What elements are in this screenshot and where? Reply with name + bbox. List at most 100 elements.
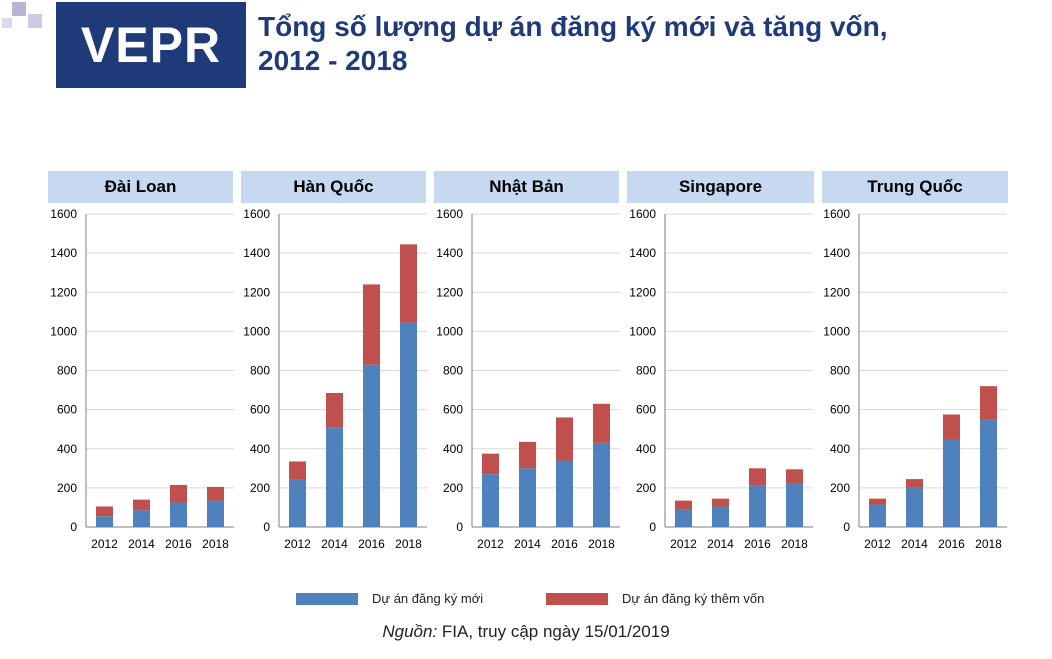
y-tick-label: 800 bbox=[636, 364, 656, 378]
y-tick-label: 400 bbox=[250, 442, 270, 456]
y-tick-label: 600 bbox=[636, 403, 656, 417]
bar-added bbox=[363, 284, 380, 365]
panel-header-4: Trung Quốc bbox=[822, 171, 1008, 203]
bar-added bbox=[906, 479, 923, 488]
bar-new bbox=[400, 322, 417, 527]
y-tick-label: 200 bbox=[636, 481, 656, 495]
y-tick-label: 400 bbox=[443, 442, 463, 456]
bar-added bbox=[482, 453, 499, 475]
y-tick-label: 600 bbox=[57, 403, 77, 417]
page-title: Tổng số lượng dự án đăng ký mới và tăng … bbox=[258, 10, 1038, 78]
bar-added bbox=[96, 506, 113, 517]
y-tick-label: 600 bbox=[443, 403, 463, 417]
y-tick-label: 1600 bbox=[243, 207, 270, 221]
title-line-2: 2012 - 2018 bbox=[258, 45, 408, 76]
decor-square bbox=[28, 14, 42, 28]
x-tick-label: 2014 bbox=[707, 537, 734, 551]
bar-added bbox=[170, 484, 187, 503]
y-tick-label: 1600 bbox=[50, 207, 77, 221]
x-tick-label: 2014 bbox=[901, 537, 928, 551]
bar-new bbox=[712, 506, 729, 527]
y-tick-label: 800 bbox=[443, 364, 463, 378]
bar-new bbox=[482, 474, 499, 527]
bar-new bbox=[207, 500, 224, 527]
y-tick-label: 400 bbox=[830, 442, 850, 456]
x-tick-label: 2018 bbox=[202, 537, 229, 551]
panel-header-1: Hàn Quốc bbox=[241, 171, 426, 203]
y-tick-label: 1600 bbox=[436, 207, 463, 221]
y-tick-label: 800 bbox=[57, 364, 77, 378]
bar-added bbox=[675, 500, 692, 510]
y-tick-label: 1400 bbox=[436, 246, 463, 260]
y-tick-label: 1000 bbox=[243, 324, 270, 338]
bar-added bbox=[786, 469, 803, 483]
x-tick-label: 2012 bbox=[91, 537, 118, 551]
title-line-1: Tổng số lượng dự án đăng ký mới và tăng … bbox=[258, 11, 888, 42]
y-tick-label: 200 bbox=[250, 481, 270, 495]
bar-new bbox=[133, 510, 150, 527]
y-tick-label: 0 bbox=[649, 520, 656, 534]
x-tick-label: 2018 bbox=[588, 537, 615, 551]
x-tick-label: 2018 bbox=[975, 537, 1002, 551]
bar-new bbox=[749, 485, 766, 527]
bar-added bbox=[869, 498, 886, 505]
legend-swatch-new bbox=[296, 592, 358, 605]
source-text: FIA, truy cập ngày 15/01/2019 bbox=[437, 622, 670, 641]
y-tick-label: 1600 bbox=[823, 207, 850, 221]
bar-added bbox=[980, 386, 997, 420]
bar-added bbox=[749, 468, 766, 486]
y-tick-label: 400 bbox=[57, 442, 77, 456]
bar-new bbox=[170, 502, 187, 527]
y-tick-label: 1600 bbox=[629, 207, 656, 221]
y-tick-label: 200 bbox=[443, 481, 463, 495]
legend-new: Dự án đăng ký mới bbox=[296, 591, 483, 606]
bar-new bbox=[556, 460, 573, 527]
y-tick-label: 1200 bbox=[436, 285, 463, 299]
y-tick-label: 1000 bbox=[629, 324, 656, 338]
panel-header-2: Nhật Bản bbox=[434, 171, 619, 203]
decor-square bbox=[12, 2, 26, 16]
legend-added: Dự án đăng ký thêm vốn bbox=[546, 591, 764, 606]
y-tick-label: 1200 bbox=[823, 285, 850, 299]
y-tick-label: 1000 bbox=[50, 324, 77, 338]
bar-new bbox=[363, 364, 380, 527]
y-tick-label: 200 bbox=[57, 481, 77, 495]
source-label: Nguồn: bbox=[382, 622, 438, 641]
source-note: Nguồn: FIA, truy cập ngày 15/01/2019 bbox=[0, 622, 1052, 642]
y-tick-label: 1200 bbox=[629, 285, 656, 299]
x-tick-label: 2012 bbox=[477, 537, 504, 551]
bar-added bbox=[593, 403, 610, 443]
x-tick-label: 2014 bbox=[321, 537, 348, 551]
bar-added bbox=[207, 486, 224, 501]
legend-label-added: Dự án đăng ký thêm vốn bbox=[622, 591, 765, 606]
bar-new bbox=[289, 479, 306, 527]
bar-new bbox=[943, 439, 960, 527]
x-tick-label: 2012 bbox=[670, 537, 697, 551]
y-tick-label: 0 bbox=[70, 520, 77, 534]
y-tick-label: 1200 bbox=[50, 285, 77, 299]
decor-square bbox=[2, 18, 12, 28]
y-tick-label: 1200 bbox=[243, 285, 270, 299]
bar-new bbox=[980, 419, 997, 527]
bar-new bbox=[96, 516, 113, 527]
bar-added bbox=[556, 417, 573, 461]
bar-added bbox=[289, 461, 306, 480]
bar-added bbox=[400, 244, 417, 323]
x-tick-label: 2012 bbox=[284, 537, 311, 551]
y-tick-label: 1400 bbox=[243, 246, 270, 260]
y-tick-label: 600 bbox=[830, 403, 850, 417]
x-tick-label: 2014 bbox=[128, 537, 155, 551]
charts-area: 0 200 400 600 800 1000 1200 1400 1600 2012 2014 201… bbox=[50, 207, 1007, 551]
y-tick-label: 1400 bbox=[629, 246, 656, 260]
x-tick-label: 2016 bbox=[165, 537, 192, 551]
legend-label-new: Dự án đăng ký mới bbox=[372, 591, 484, 606]
bar-added bbox=[519, 441, 536, 469]
x-tick-label: 2018 bbox=[395, 537, 422, 551]
bar-added bbox=[326, 392, 343, 428]
x-tick-label: 2012 bbox=[864, 537, 891, 551]
y-tick-label: 1400 bbox=[50, 246, 77, 260]
logo: VEPR bbox=[56, 2, 246, 88]
bar-added bbox=[712, 498, 729, 507]
y-tick-label: 1000 bbox=[436, 324, 463, 338]
bar-added bbox=[133, 499, 150, 511]
